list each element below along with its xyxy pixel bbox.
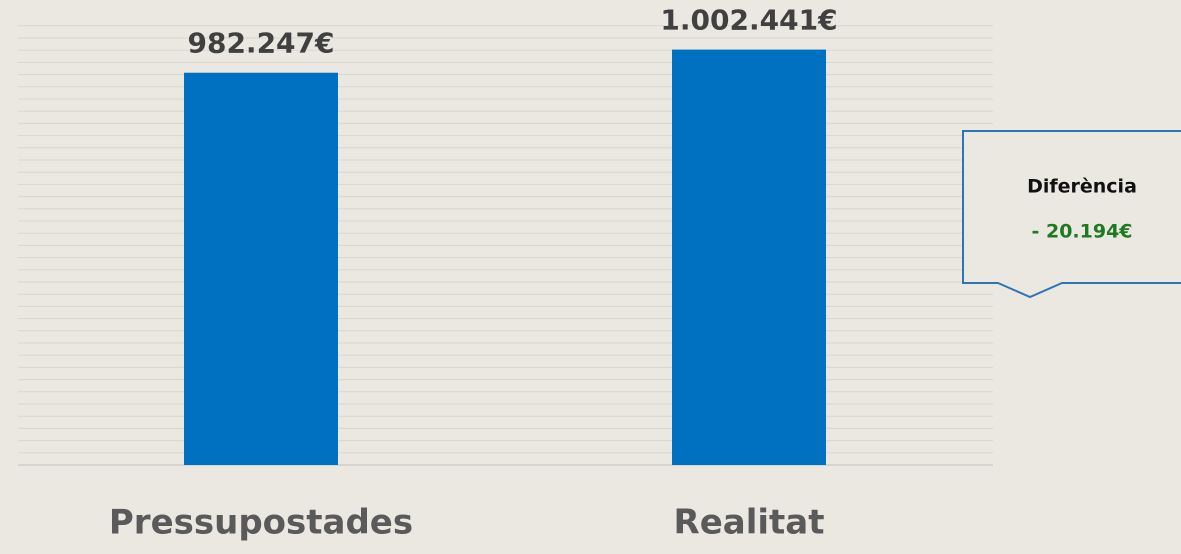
grid xyxy=(18,25,993,466)
annotation-title: Diferència xyxy=(1027,176,1137,198)
bar xyxy=(184,72,338,465)
bars xyxy=(184,49,826,465)
callout-box xyxy=(962,130,1181,299)
value-label: 1.002.441€ xyxy=(660,4,837,37)
bar xyxy=(672,49,826,465)
x-tick-label: Pressupostades xyxy=(109,503,413,543)
x-tick-label: Realitat xyxy=(674,503,825,543)
annotation-text: - 20.194€ xyxy=(1031,221,1132,243)
value-label: 982.247€ xyxy=(187,27,334,60)
